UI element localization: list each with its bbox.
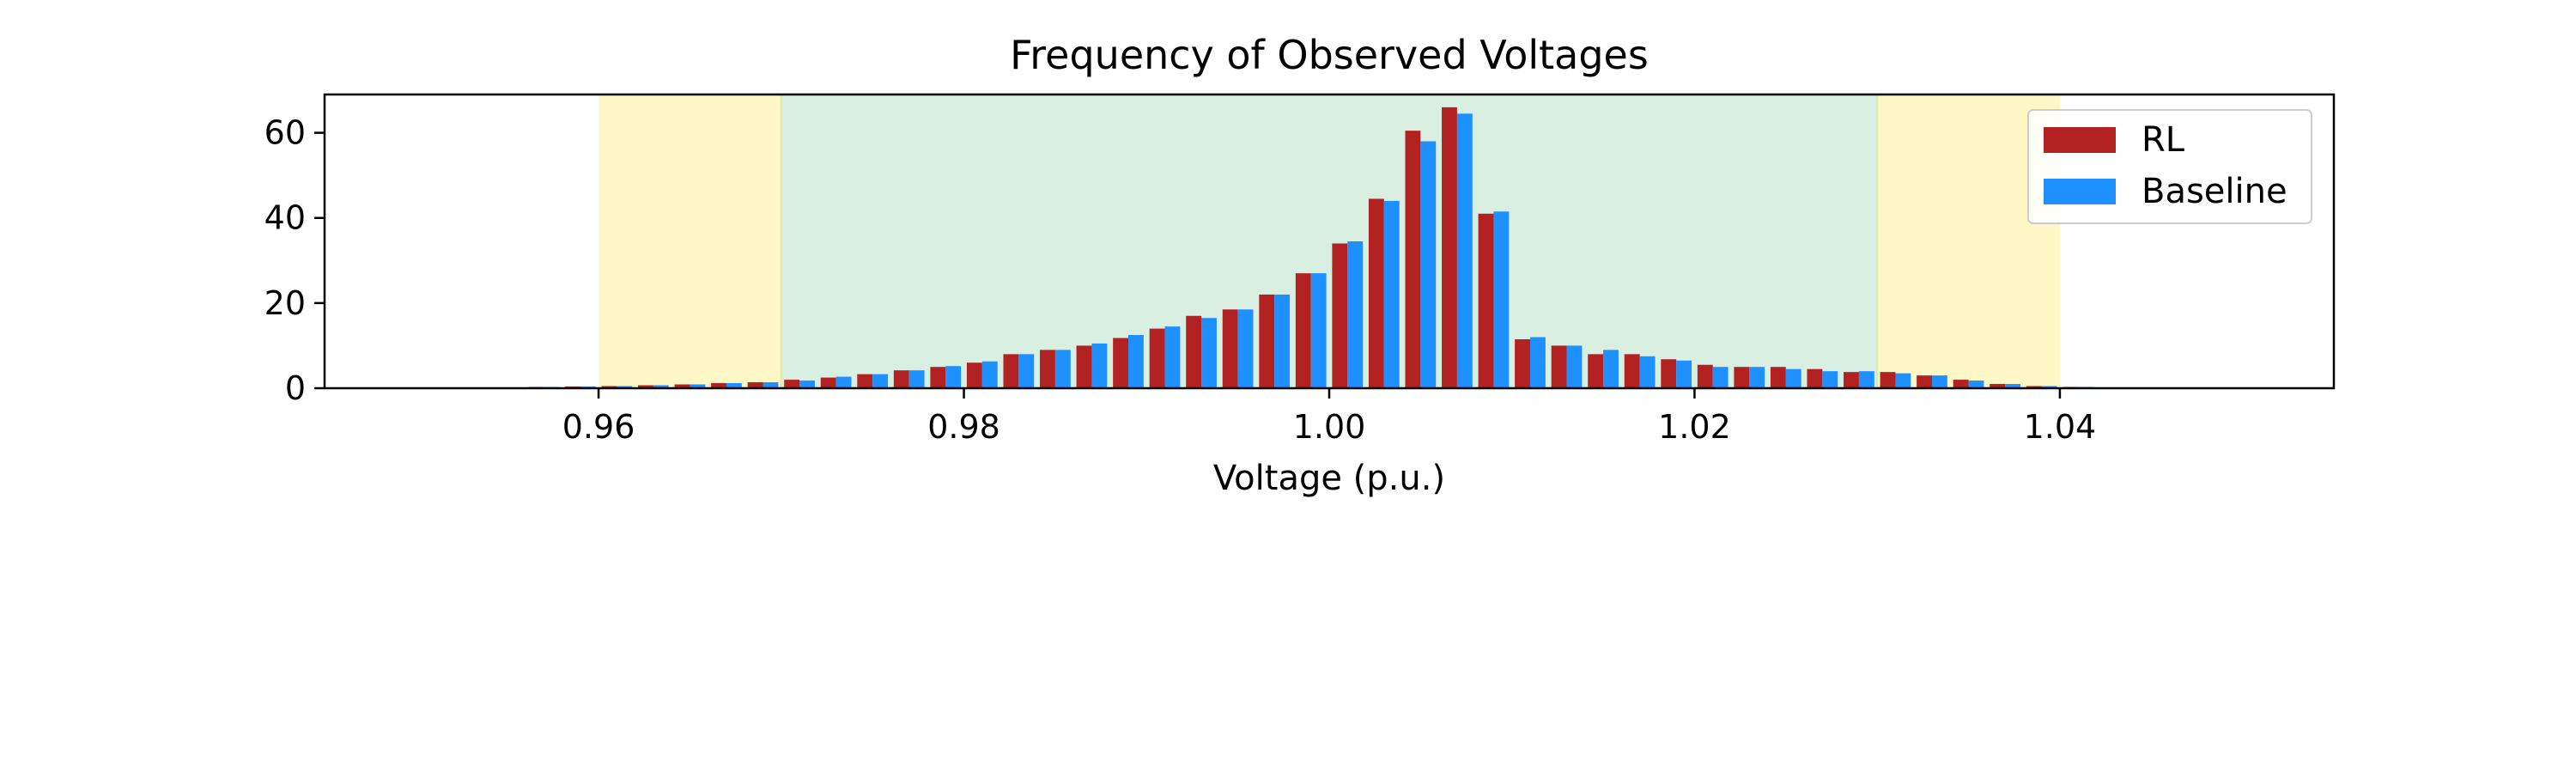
bar-rl-13	[966, 362, 982, 388]
x-tick-label: 1.04	[2024, 408, 2097, 446]
y-tick-label: 60	[264, 114, 306, 152]
bar-baseline-29	[1566, 345, 1583, 388]
bar-rl-5	[674, 384, 690, 388]
bar-rl-20	[1222, 309, 1238, 388]
bar-baseline-33	[1712, 367, 1728, 388]
bar-baseline-24	[1383, 200, 1400, 388]
y-tick-label: 40	[264, 199, 306, 237]
bar-rl-35	[1770, 367, 1786, 388]
bar-rl-29	[1551, 345, 1567, 388]
bar-baseline-21	[1274, 294, 1291, 388]
bar-baseline-22	[1310, 273, 1327, 388]
bar-rl-40	[1953, 380, 1969, 388]
bar-rl-12	[930, 367, 946, 388]
bar-baseline-14	[1018, 354, 1035, 388]
bar-baseline-37	[1858, 371, 1874, 388]
bar-baseline-8	[799, 380, 815, 388]
bar-baseline-18	[1164, 326, 1181, 388]
bar-baseline-11	[908, 370, 925, 388]
legend-label-baseline: Baseline	[2142, 172, 2287, 211]
bar-rl-39	[1917, 375, 1932, 388]
bar-baseline-13	[981, 361, 998, 388]
bar-baseline-38	[1895, 373, 1911, 388]
y-tick-label: 0	[285, 369, 306, 407]
x-tick-label: 1.02	[1658, 408, 1731, 446]
bar-baseline-26	[1456, 113, 1473, 388]
bar-rl-23	[1332, 243, 1348, 388]
bar-baseline-31	[1639, 356, 1656, 388]
bar-baseline-6	[726, 383, 742, 388]
bar-baseline-35	[1785, 368, 1801, 388]
legend: RL Baseline	[2027, 109, 2312, 224]
voltage-band-0	[598, 94, 781, 388]
bar-rl-26	[1442, 107, 1457, 388]
bar-rl-16	[1076, 345, 1092, 388]
bar-baseline-23	[1347, 241, 1364, 388]
bar-rl-15	[1040, 350, 1055, 388]
bar-rl-34	[1734, 367, 1750, 388]
histogram-bars	[491, 107, 2167, 389]
bar-baseline-7	[762, 382, 779, 388]
bar-baseline-15	[1054, 350, 1071, 388]
bar-rl-18	[1149, 328, 1165, 388]
bar-rl-21	[1259, 294, 1275, 388]
voltage-bands	[598, 94, 2060, 388]
bar-rl-11	[893, 370, 909, 388]
y-tick-label: 20	[264, 284, 306, 322]
voltage-band-1	[781, 94, 1878, 388]
bar-rl-36	[1807, 368, 1823, 388]
bar-baseline-32	[1676, 360, 1692, 388]
bar-rl-24	[1368, 198, 1384, 388]
bar-baseline-36	[1822, 371, 1838, 388]
bar-baseline-25	[1420, 141, 1437, 389]
bar-baseline-16	[1091, 343, 1108, 388]
bar-baseline-39	[1932, 375, 1947, 388]
bar-baseline-17	[1128, 335, 1144, 388]
bar-rl-9	[820, 377, 836, 388]
bar-baseline-40	[1968, 380, 1984, 388]
bar-baseline-28	[1530, 337, 1546, 388]
bar-rl-27	[1478, 213, 1494, 388]
y-axis-ticks: 0 20 40 60	[264, 114, 325, 407]
bar-rl-22	[1295, 273, 1311, 388]
x-tick-label: 0.96	[562, 408, 635, 446]
legend-label-rl: RL	[2142, 120, 2185, 160]
bar-rl-25	[1405, 131, 1421, 388]
x-tick-label: 1.00	[1293, 408, 1366, 446]
bar-baseline-19	[1201, 318, 1217, 388]
bar-rl-4	[638, 385, 653, 388]
bar-baseline-4	[653, 385, 669, 388]
bar-baseline-30	[1603, 350, 1619, 388]
bar-rl-33	[1697, 364, 1713, 388]
bar-rl-41	[1990, 384, 2006, 388]
bar-rl-19	[1186, 315, 1202, 388]
bar-baseline-34	[1749, 367, 1765, 388]
bar-rl-6	[711, 383, 726, 388]
bar-baseline-20	[1237, 309, 1254, 388]
x-tick-label: 0.98	[927, 408, 1000, 446]
legend-swatch-baseline	[2044, 179, 2116, 204]
bar-baseline-9	[835, 376, 852, 388]
bar-baseline-12	[945, 366, 962, 388]
bar-baseline-10	[872, 374, 889, 388]
bar-baseline-41	[2005, 384, 2020, 388]
bar-rl-14	[1003, 354, 1019, 388]
x-axis-ticks: 0.96 0.98 1.00 1.02 1.04	[562, 388, 2096, 446]
bar-baseline-5	[690, 384, 706, 388]
bar-rl-8	[784, 380, 800, 388]
bar-rl-37	[1844, 372, 1859, 388]
bar-rl-7	[747, 382, 763, 388]
bar-rl-28	[1515, 339, 1530, 388]
chart-title: Frequency of Observed Voltages	[1010, 32, 1649, 78]
x-axis-label: Voltage (p.u.)	[1213, 459, 1445, 498]
bar-rl-32	[1661, 359, 1677, 388]
bar-rl-17	[1113, 338, 1128, 388]
bar-rl-10	[857, 374, 873, 388]
bar-baseline-27	[1493, 211, 1510, 388]
legend-swatch-rl	[2044, 127, 2116, 153]
bar-rl-30	[1588, 354, 1604, 388]
bar-rl-31	[1624, 354, 1640, 388]
bar-rl-38	[1880, 372, 1896, 388]
